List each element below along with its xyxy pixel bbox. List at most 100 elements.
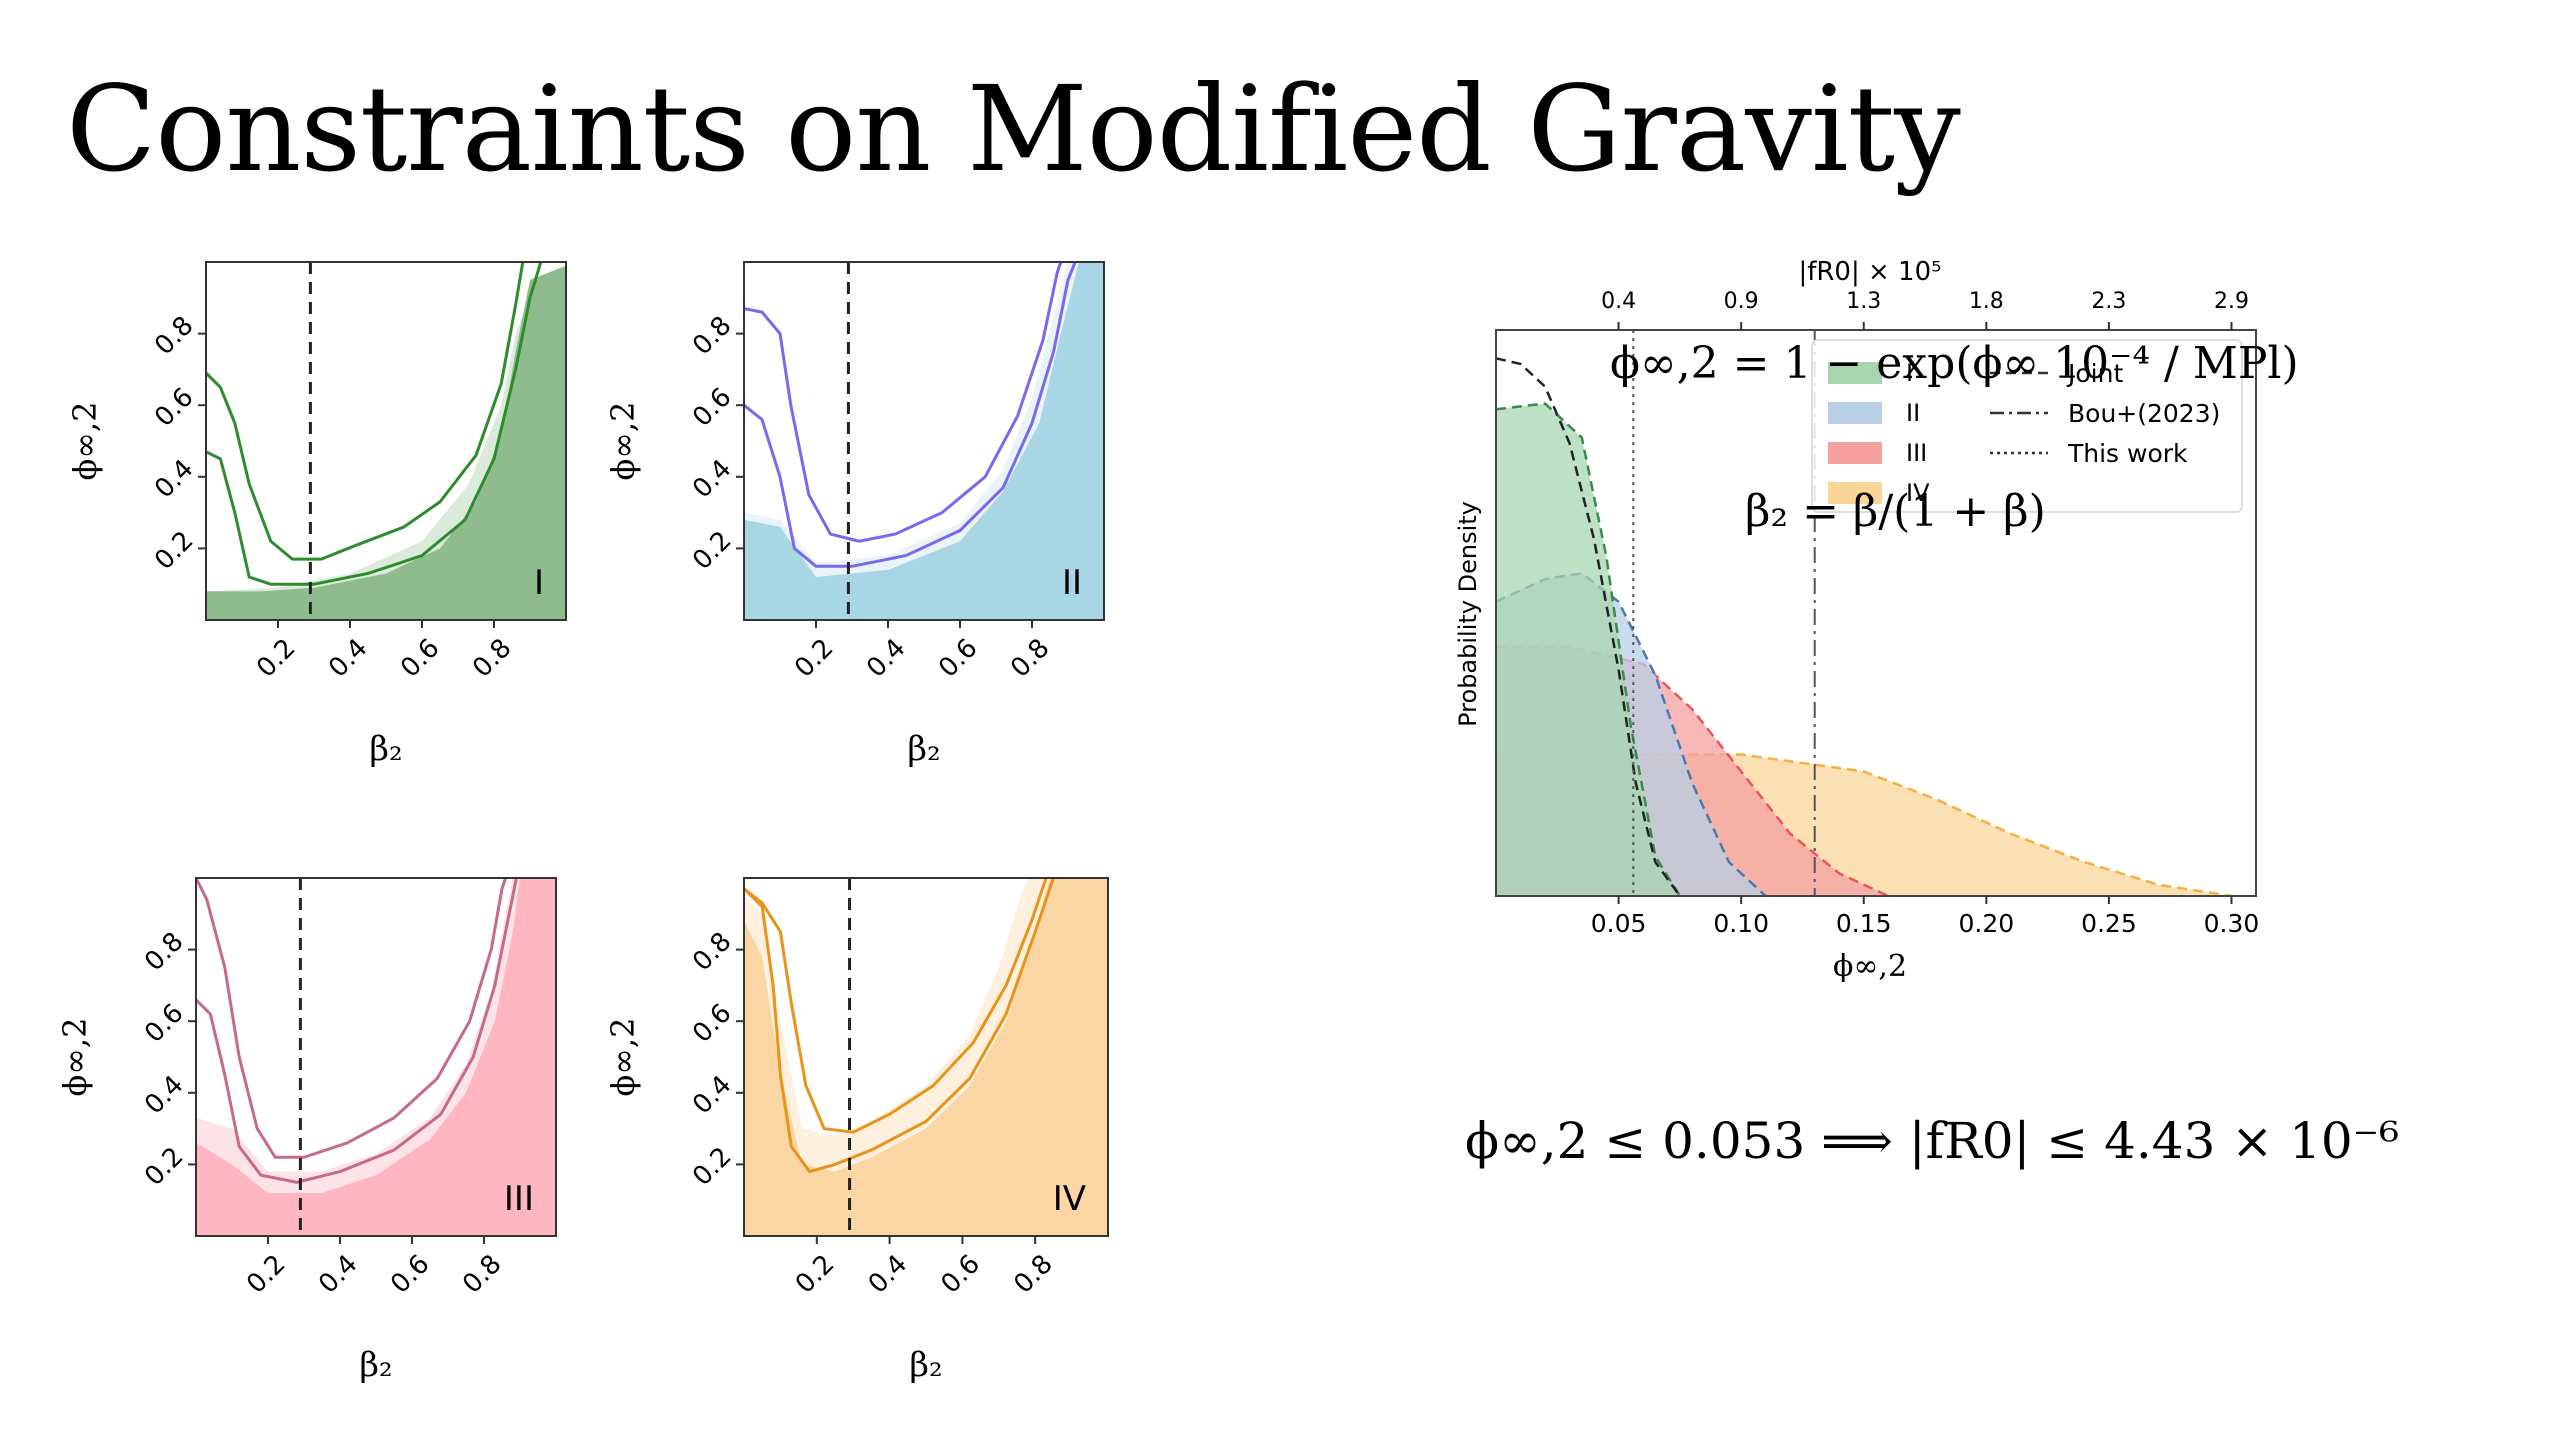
x-tick-label: 0.8: [1008, 1249, 1058, 1299]
plot-frame: [1495, 329, 2257, 897]
y-tick-label: 0.4: [149, 454, 199, 504]
y-tick-label: 0.2: [687, 1142, 737, 1192]
contour-panel-3: 0.2 0.2 0.4 0.4 0.6 0.6 0.8 0.8 β₂ ϕ∞,2 III: [56, 877, 557, 1385]
x-axis-label: β₂: [907, 729, 940, 769]
x-tick-label: 0.4: [861, 633, 911, 683]
histogram-chart: 0.05 0.10 0.15 0.20 0.25 0.30 0.4 0.9 1.3 1.8 2.3 2…: [1454, 257, 2299, 984]
contour-panel-4: 0.2 0.2 0.4 0.4 0.6 0.6 0.8 0.8 β₂ ϕ∞,2 IV: [604, 877, 1109, 1385]
y-tick-label: 0.2: [149, 526, 199, 576]
legend-swatch-IV: [1828, 482, 1882, 504]
top-tick-label: 2.9: [2214, 289, 2249, 314]
slide-title: Constraints on Modified Gravity: [66, 60, 1961, 198]
x-axis-label: β₂: [909, 1345, 942, 1385]
contour-line-2: [744, 262, 1077, 568]
y-tick-label: 0.8: [139, 927, 189, 977]
contour-inner-region: [196, 878, 556, 1236]
y-tick-label: 0.8: [687, 311, 737, 361]
panel-label: III: [504, 1179, 534, 1219]
panel-label: II: [1062, 563, 1082, 603]
y-tick-label: 0.4: [687, 454, 737, 504]
contour-line-1: [196, 878, 508, 1159]
joint-curve: [1496, 357, 1681, 896]
x-tick-label: 0.2: [789, 633, 839, 683]
legend-swatch-III: [1828, 442, 1882, 464]
x-tick-label: 0.2: [790, 1249, 840, 1299]
y-tick-label: 0.8: [149, 311, 199, 361]
x-tick-label: 0.6: [395, 633, 445, 683]
legend-label-III: III: [1906, 439, 1927, 467]
y-tick-label: 0.4: [687, 1070, 737, 1120]
panel-frame: [195, 877, 557, 1237]
x-tick-label: 0.4: [323, 633, 373, 683]
contour-line-2: [744, 878, 1055, 1174]
x-axis-label: β₂: [359, 1345, 392, 1385]
panel-frame: [743, 877, 1109, 1237]
top-tick-label: 2.3: [2091, 289, 2126, 314]
y-axis-label: ϕ∞,2: [56, 1018, 94, 1097]
x-tick-label: 0.05: [1591, 909, 1647, 938]
contour-inner-region: [744, 262, 1104, 620]
y-tick-label: 0.4: [139, 1070, 189, 1120]
contour-line-1: [744, 878, 1048, 1134]
annotation-phi-definition: ϕ∞,2 = 1 − exp(ϕ∞ 10⁻⁴ / MPl): [1610, 338, 2299, 389]
x-tick-label: 0.4: [313, 1249, 363, 1299]
panel-frame: [205, 261, 567, 621]
contour-line-1: [206, 262, 525, 561]
y-tick-label: 0.2: [687, 526, 737, 576]
annotation-beta-definition: β₂ = β/(1 + β): [1745, 486, 2046, 537]
contour-inner-region: [206, 265, 566, 620]
contour-line-2: [206, 262, 543, 586]
y-tick-label: 0.6: [687, 998, 737, 1048]
y-tick-label: 0.6: [687, 382, 737, 432]
top-tick-label: 0.4: [1601, 289, 1636, 314]
y-tick-label: 0.8: [687, 927, 737, 977]
x-tick-label: 0.2: [251, 633, 301, 683]
legend-label-II: II: [1906, 399, 1920, 427]
y-axis-label: ϕ∞,2: [66, 402, 104, 481]
top-tick-label: 0.9: [1724, 289, 1759, 314]
legend-swatch-II: [1828, 402, 1882, 424]
y-axis-label: Probability Density: [1454, 501, 1482, 727]
x-axis-label: ϕ∞,2: [1833, 949, 1907, 984]
x-tick-label: 0.8: [457, 1249, 507, 1299]
x-tick-label: 0.25: [2081, 909, 2137, 938]
x-tick-label: 0.20: [1958, 909, 2014, 938]
contour-line-2: [196, 878, 518, 1184]
density-curve-II: [1496, 572, 1767, 896]
legend-line-label-1: Bou+(2023): [2068, 399, 2220, 428]
y-tick-label: 0.6: [139, 998, 189, 1048]
y-axis-label: ϕ∞,2: [604, 1018, 642, 1097]
legend-label-I: I: [1906, 359, 1913, 387]
y-axis-label: ϕ∞,2: [604, 402, 642, 481]
x-tick-label: 0.30: [2204, 909, 2260, 938]
density-curve-I: [1496, 402, 1681, 896]
contour-panel-1: 0.2 0.2 0.4 0.4 0.6 0.6 0.8 0.8 β₂ ϕ∞,2 I: [66, 261, 567, 769]
x-tick-label: 0.10: [1713, 909, 1769, 938]
y-tick-label: 0.6: [149, 382, 199, 432]
contour-panel-2: 0.2 0.2 0.4 0.4 0.6 0.6 0.8 0.8 β₂ ϕ∞,2 II: [604, 261, 1105, 769]
x-axis-label: β₂: [369, 729, 402, 769]
x-tick-label: 0.4: [863, 1249, 913, 1299]
x-tick-label: 0.6: [933, 633, 983, 683]
x-tick-label: 0.2: [241, 1249, 291, 1299]
contour-line-1: [744, 262, 1063, 543]
top-axis-label: |fR0| × 10⁵: [1798, 257, 1941, 287]
x-tick-label: 0.15: [1836, 909, 1892, 938]
y-tick-label: 0.2: [139, 1142, 189, 1192]
x-tick-label: 0.8: [1005, 633, 1055, 683]
x-tick-label: 0.6: [385, 1249, 435, 1299]
legend-line-label-0: Joint: [2066, 359, 2123, 388]
top-tick-label: 1.3: [1846, 289, 1881, 314]
legend-swatch-I: [1828, 362, 1882, 384]
legend-line-label-2: This work: [2067, 439, 2188, 468]
contour-inner-region: [744, 878, 1108, 1236]
x-tick-label: 0.6: [936, 1249, 986, 1299]
panel-label: I: [534, 563, 544, 603]
top-tick-label: 1.8: [1969, 289, 2004, 314]
legend-box: [1811, 339, 2243, 513]
x-tick-label: 0.8: [467, 633, 517, 683]
conclusion-equation: ϕ∞,2 ≤ 0.053 ⟹ |fR0| ≤ 4.43 × 10⁻⁶: [1465, 1112, 2400, 1170]
panel-label: IV: [1053, 1179, 1086, 1219]
